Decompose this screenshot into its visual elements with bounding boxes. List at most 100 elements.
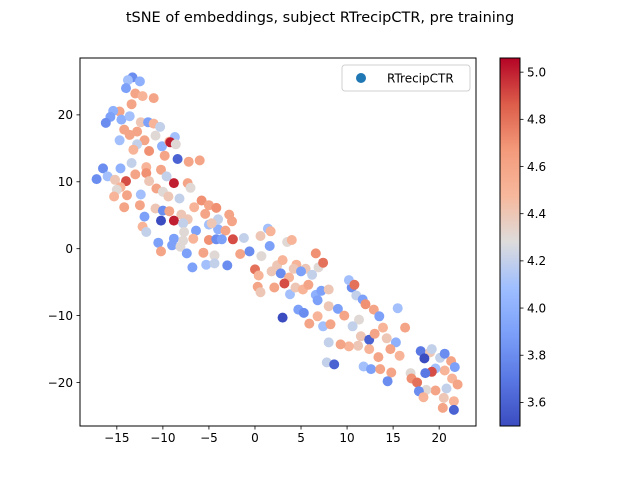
data-point — [304, 318, 315, 329]
data-point — [178, 218, 189, 229]
x-tick-label: 15 — [385, 431, 400, 445]
data-point — [130, 169, 141, 180]
data-point — [310, 248, 321, 259]
data-point — [400, 322, 411, 333]
data-point — [91, 174, 102, 185]
data-point — [343, 341, 354, 352]
data-point — [339, 310, 350, 321]
data-point — [360, 299, 371, 310]
data-point — [115, 163, 126, 174]
colorbar-tick-label: 5.0 — [527, 65, 546, 79]
data-point — [135, 117, 146, 128]
data-point — [183, 156, 194, 167]
data-point — [439, 348, 450, 359]
data-point — [244, 246, 255, 257]
data-point — [378, 322, 388, 333]
data-point — [385, 344, 396, 355]
data-point — [181, 248, 192, 259]
data-point — [227, 234, 238, 245]
data-point — [128, 144, 139, 155]
colorbar-tick-label: 3.6 — [527, 396, 546, 410]
data-point — [153, 237, 164, 248]
data-point — [134, 200, 145, 211]
legend-label: RTrecipCTR — [387, 72, 454, 86]
data-point — [418, 392, 429, 403]
data-point — [191, 225, 201, 236]
data-point — [269, 282, 280, 293]
data-point — [222, 260, 233, 271]
x-tick-label: −15 — [104, 431, 129, 445]
data-point — [364, 344, 375, 355]
data-point — [285, 289, 295, 300]
data-point — [277, 312, 288, 323]
data-point — [139, 135, 150, 146]
colorbar-tick-label: 4.8 — [527, 113, 546, 127]
data-point — [325, 319, 336, 330]
data-point — [382, 376, 393, 387]
data-point — [368, 304, 379, 315]
data-point — [168, 215, 179, 226]
data-point — [238, 233, 249, 243]
data-point — [121, 83, 131, 94]
data-point — [277, 255, 288, 266]
data-point — [124, 111, 135, 122]
data-point — [349, 279, 360, 290]
data-point — [369, 328, 380, 339]
colorbar-gradient — [499, 57, 521, 427]
data-point — [439, 365, 450, 376]
data-point — [256, 251, 267, 262]
x-tick-label: 5 — [297, 431, 305, 445]
data-point — [168, 178, 179, 189]
data-point — [307, 269, 318, 280]
data-point — [155, 121, 166, 132]
colorbar-tick-label: 4.0 — [527, 301, 546, 315]
data-point — [150, 130, 161, 141]
data-point — [119, 202, 130, 213]
data-point — [163, 191, 174, 202]
data-point — [312, 311, 323, 322]
data-point — [209, 250, 220, 261]
colorbar-tick-label: 3.8 — [527, 349, 546, 363]
data-point — [426, 344, 437, 355]
data-point — [109, 191, 120, 202]
colorbar-tick-label: 4.2 — [527, 254, 546, 268]
data-point — [187, 262, 198, 273]
data-point — [347, 321, 358, 332]
data-point — [279, 278, 290, 289]
data-point — [175, 241, 186, 252]
data-point — [264, 241, 275, 251]
data-point — [323, 301, 334, 312]
data-point — [167, 240, 178, 251]
plot-frame — [79, 57, 477, 427]
data-point — [216, 234, 227, 245]
y-tick-label: 10 — [58, 175, 73, 189]
data-point — [392, 303, 403, 314]
data-point — [124, 129, 135, 140]
data-point — [148, 93, 159, 104]
data-point — [189, 202, 200, 213]
colorbar: 3.6 3.8 4.0 4.2 4.4 4.6 4.8 5.0 — [499, 57, 546, 427]
data-point — [137, 91, 148, 102]
data-point — [286, 235, 297, 245]
data-point — [196, 195, 207, 206]
data-point — [329, 359, 340, 370]
data-point — [375, 364, 386, 375]
data-point — [420, 368, 431, 379]
y-axis: −20 −10 0 10 20 — [48, 108, 80, 390]
data-point — [441, 383, 452, 394]
scatter-points — [91, 72, 463, 415]
legend-marker — [356, 73, 366, 83]
data-point — [141, 227, 152, 237]
data-point — [172, 154, 183, 164]
data-point — [373, 352, 384, 363]
data-point — [141, 168, 152, 179]
data-point — [312, 295, 323, 306]
x-tick-label: −5 — [200, 431, 218, 445]
data-point — [437, 402, 448, 413]
data-point — [354, 314, 364, 325]
legend-box — [341, 64, 471, 92]
data-point — [156, 164, 166, 175]
data-point — [335, 339, 346, 350]
data-point — [318, 257, 329, 268]
data-point — [265, 226, 276, 237]
